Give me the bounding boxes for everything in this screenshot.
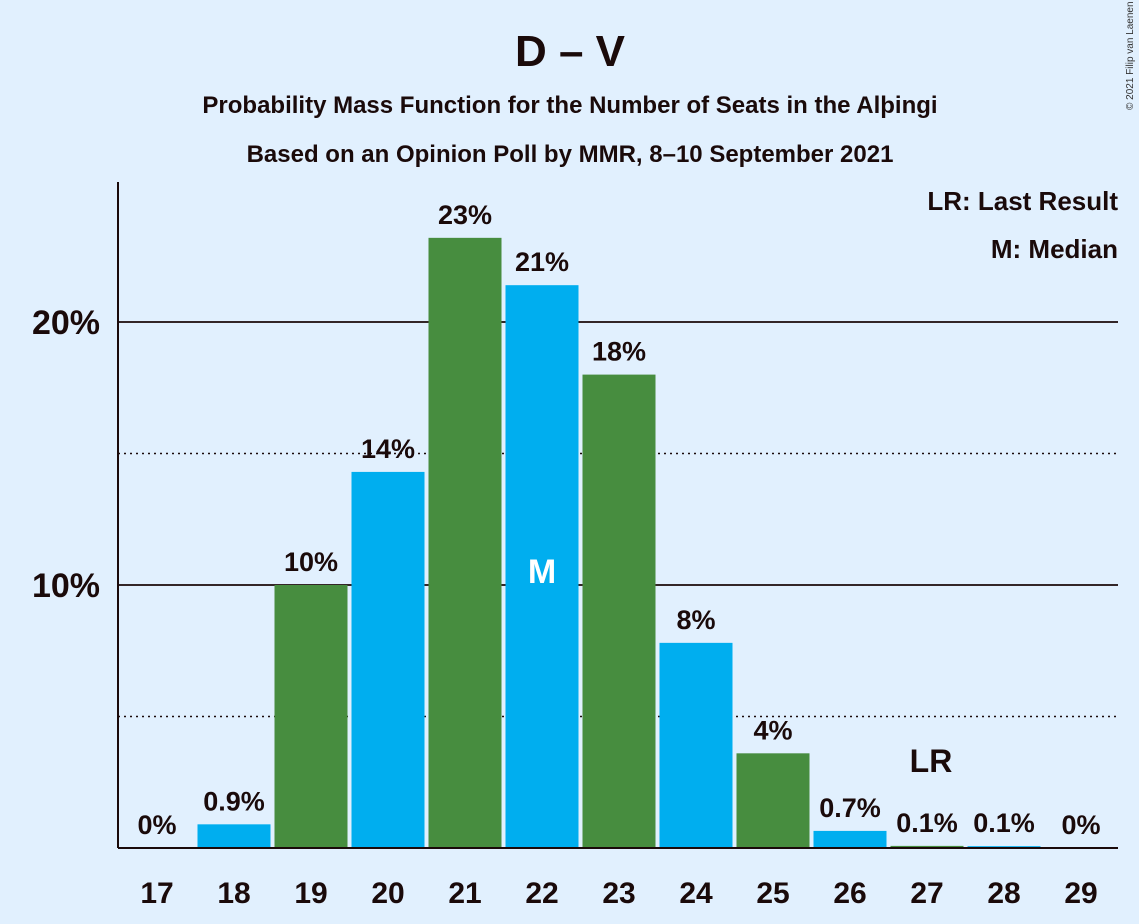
x-tick-label-25: 25 bbox=[756, 877, 789, 910]
data-label-18: 0.9% bbox=[203, 786, 265, 816]
data-label-17: 0% bbox=[137, 810, 176, 840]
data-label-26: 0.7% bbox=[819, 793, 881, 823]
data-label-20: 14% bbox=[361, 434, 415, 464]
data-label-21: 23% bbox=[438, 200, 492, 230]
data-label-25: 4% bbox=[753, 715, 792, 745]
bar-27 bbox=[890, 845, 964, 848]
chart-title: D – V bbox=[515, 27, 626, 76]
x-tick-label-20: 20 bbox=[371, 877, 404, 910]
copyright-note: © 2021 Filip van Laenen bbox=[1125, 1, 1136, 110]
data-label-29: 0% bbox=[1061, 810, 1100, 840]
bar-23 bbox=[582, 374, 656, 848]
bar-22 bbox=[505, 285, 579, 848]
data-label-28: 0.1% bbox=[973, 808, 1035, 838]
x-tick-label-17: 17 bbox=[140, 877, 173, 910]
bar-21 bbox=[428, 237, 502, 849]
x-tick-label-18: 18 bbox=[217, 877, 250, 910]
bars bbox=[197, 237, 1041, 849]
x-tick-label-28: 28 bbox=[987, 877, 1020, 910]
bar-20 bbox=[351, 471, 425, 848]
legend-last-result: LR: Last Result bbox=[927, 186, 1118, 216]
data-label-22: 21% bbox=[515, 247, 569, 277]
x-tick-label-26: 26 bbox=[833, 877, 866, 910]
chart-subtitle-line-1: Probability Mass Function for the Number… bbox=[202, 92, 937, 119]
legend-median: M: Median bbox=[991, 234, 1118, 264]
y-tick-label: 10% bbox=[32, 567, 100, 605]
x-tick-label-29: 29 bbox=[1064, 877, 1097, 910]
data-label-19: 10% bbox=[284, 547, 338, 577]
data-label-24: 8% bbox=[676, 605, 715, 635]
x-tick-label-27: 27 bbox=[910, 877, 943, 910]
x-tick-label-24: 24 bbox=[679, 877, 713, 910]
data-label-23: 18% bbox=[592, 337, 646, 367]
chart-subtitle-line-2: Based on an Opinion Poll by MMR, 8–10 Se… bbox=[247, 141, 894, 168]
x-tick-label-19: 19 bbox=[294, 877, 327, 910]
bar-18 bbox=[197, 824, 271, 848]
data-labels: 0% 0.9% 10% 14% 23% 21% M 18% 8% 4% 0.7% 0.1% LR 0.1%… bbox=[137, 200, 1100, 840]
bar-25 bbox=[736, 753, 810, 848]
median-marker: M bbox=[528, 553, 556, 591]
x-tick-label-22: 22 bbox=[525, 877, 558, 910]
last-result-marker: LR bbox=[910, 743, 953, 779]
bar-19 bbox=[274, 585, 348, 848]
data-label-27: 0.1% bbox=[896, 808, 958, 838]
bar-26 bbox=[813, 830, 887, 848]
bar-24 bbox=[659, 642, 733, 848]
y-tick-label: 20% bbox=[32, 304, 100, 342]
axes: 10% 20% 17 18 19 20 21 22 23 24 25 26 27 28 29 bbox=[32, 182, 1118, 910]
x-tick-label-21: 21 bbox=[448, 877, 481, 910]
x-tick-label-23: 23 bbox=[602, 877, 635, 910]
